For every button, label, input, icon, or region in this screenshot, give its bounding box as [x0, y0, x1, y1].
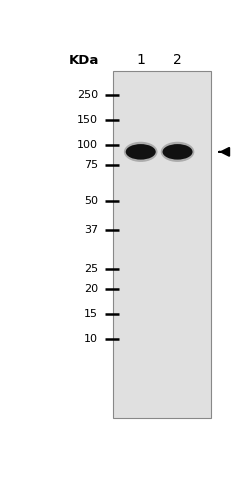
Bar: [112, 71, 212, 418]
Ellipse shape: [162, 144, 192, 160]
Text: 250: 250: [77, 90, 98, 99]
Text: 2: 2: [173, 53, 182, 67]
Text: KDa: KDa: [68, 54, 99, 67]
Text: 1: 1: [136, 53, 145, 67]
Ellipse shape: [124, 142, 158, 162]
Text: 20: 20: [84, 284, 98, 294]
Ellipse shape: [126, 144, 156, 160]
Text: 150: 150: [77, 115, 98, 125]
Text: 25: 25: [84, 264, 98, 274]
Text: 10: 10: [84, 334, 98, 344]
Text: 37: 37: [84, 225, 98, 235]
Text: 15: 15: [84, 309, 98, 319]
Text: 100: 100: [77, 140, 98, 150]
Ellipse shape: [161, 142, 194, 162]
Text: 50: 50: [84, 196, 98, 206]
Text: 75: 75: [84, 160, 98, 170]
